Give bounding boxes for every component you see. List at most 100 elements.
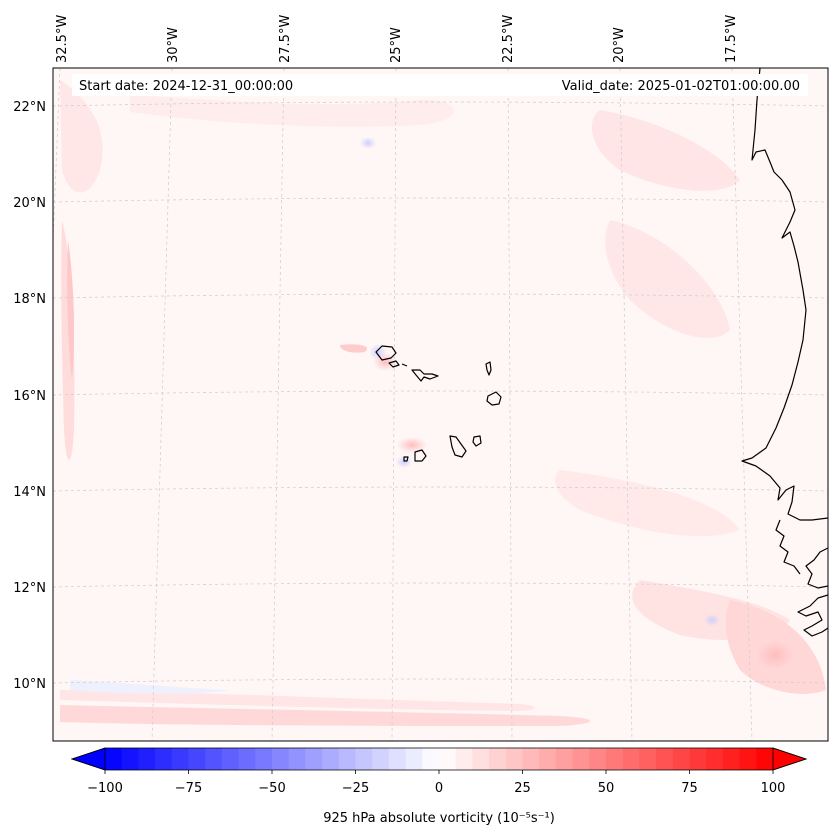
date-header-background — [72, 74, 808, 96]
africa-coastline-south — [805, 547, 828, 589]
colorbar-segment — [372, 748, 390, 770]
colorbar-segment — [255, 748, 273, 770]
meridian-30w — [151, 68, 173, 741]
colorbar-segment — [756, 748, 774, 770]
colorbar-segment — [138, 748, 156, 770]
lon-label-27-5w: 27.5°W — [278, 15, 293, 63]
map-panel[interactable]: Start date: 2024-12-31_00:00:00 Valid_da… — [33, 68, 828, 741]
colorbar-segment — [238, 748, 256, 770]
colorbar-segment — [472, 748, 490, 770]
colorbar-segment — [489, 748, 507, 770]
meridian-22-5w — [507, 68, 513, 741]
parallel-20n — [53, 197, 828, 203]
lon-label-17-5w: 17.5°W — [724, 15, 739, 63]
lon-label-20w: 20°W — [612, 27, 627, 63]
vorticity-patch-island-south — [397, 437, 427, 453]
colorbar-tick-label: 100 — [761, 781, 786, 796]
vorticity-patch-west-band — [61, 220, 75, 460]
meridian-20w — [619, 68, 633, 741]
colorbar-max-extend — [772, 747, 808, 771]
colorbar-ticks — [104, 770, 774, 774]
vorticity-patch-west-core — [67, 240, 75, 380]
graticule — [53, 68, 828, 741]
meridian-27-5w — [271, 68, 285, 741]
lon-label-22-5w: 22.5°W — [501, 15, 516, 63]
island-maio — [472, 435, 482, 447]
africa-coastline-north — [741, 68, 828, 521]
colorbar-tick-label: −25 — [342, 781, 369, 796]
island-sal — [485, 361, 492, 376]
colorbar-tick-label: −75 — [175, 781, 202, 796]
lon-label-25w: 25°W — [389, 27, 404, 63]
colorbar-segment — [205, 748, 223, 770]
colorbar-segment — [221, 748, 240, 770]
colorbar-tick-labels: −100 −75 −50 −25 0 25 50 75 100 — [87, 781, 785, 796]
colorbar-tick-label: 25 — [514, 781, 531, 796]
colorbar-tick-label: −50 — [258, 781, 285, 796]
vorticity-patch-blue-small-1 — [360, 137, 376, 149]
colorbar-tick-label: 0 — [435, 781, 443, 796]
colorbar-segment — [522, 748, 540, 770]
lat-label-12n: 12°N — [13, 581, 46, 596]
valid-date-label: Valid_date: 2025-01-02T01:00:00.00 — [562, 79, 800, 94]
colorbar-segments — [105, 748, 774, 770]
vorticity-patch-south-band-2 — [60, 690, 535, 711]
colorbar-tick-label: 75 — [681, 781, 698, 796]
colorbar-segment — [105, 748, 123, 770]
colorbar-segment — [188, 748, 206, 770]
island-sao-vicente — [388, 360, 400, 368]
colorbar-tick-label: −100 — [87, 781, 123, 796]
vorticity-patch-island-north — [340, 344, 368, 353]
lat-label-20n: 20°N — [13, 196, 46, 211]
colorbar-segment — [722, 748, 741, 770]
colorbar-segment — [305, 748, 323, 770]
island-santiago — [449, 435, 467, 458]
colorbar-segment — [288, 748, 306, 770]
colorbar-segment — [572, 748, 590, 770]
parallel-10n — [53, 678, 828, 684]
meridian-25w — [391, 68, 397, 741]
parallel-16n — [53, 390, 828, 396]
colorbar-segment — [539, 748, 557, 770]
colorbar-segment — [455, 748, 473, 770]
lat-label-10n: 10°N — [13, 677, 46, 692]
colorbar-segment — [656, 748, 674, 770]
colorbar-segment — [422, 748, 440, 770]
colorbar-segment — [505, 748, 523, 770]
colorbar-segment — [639, 748, 657, 770]
colorbar-segment — [405, 748, 423, 770]
colorbar-segment — [672, 748, 690, 770]
latitude-labels: 22°N 20°N 18°N 16°N 14°N 12°N 10°N — [13, 100, 46, 692]
colorbar-segment — [155, 748, 173, 770]
colorbar-segment — [689, 748, 707, 770]
colorbar-segment — [338, 748, 356, 770]
colorbar-tick-label: 50 — [598, 781, 615, 796]
lat-label-14n: 14°N — [13, 485, 46, 500]
colorbar-min-extend — [70, 747, 106, 771]
island-fogo — [414, 449, 427, 462]
vorticity-patch-east-north — [591, 110, 740, 191]
colorbar-segment — [589, 748, 607, 770]
start-date-label: Start date: 2024-12-31_00:00:00 — [79, 79, 293, 94]
lat-label-16n: 16°N — [13, 389, 46, 404]
colorbar-segment — [355, 748, 373, 770]
map-frame — [52, 67, 829, 742]
vorticity-patch-blue-small-2 — [704, 614, 720, 626]
vorticity-patch-north-top — [130, 95, 454, 127]
colorbar-segment — [706, 748, 724, 770]
vorticity-patch-blue-south — [70, 680, 230, 694]
colorbar-segment — [171, 748, 189, 770]
colorbar-label: 925 hPa absolute vorticity (10⁻⁵s⁻¹) — [323, 811, 555, 826]
parallel-18n — [53, 293, 828, 299]
parallel-22n — [53, 101, 828, 107]
longitude-labels: 32.5°W 30°W 27.5°W 25°W 22.5°W 20°W 17.5… — [55, 15, 739, 63]
lon-label-32-5w: 32.5°W — [55, 15, 70, 63]
colorbar-segment — [388, 748, 407, 770]
island-santa-luzia — [401, 363, 408, 367]
island-brava — [403, 456, 409, 462]
vorticity-field — [60, 80, 826, 726]
parallel-12n — [53, 582, 828, 588]
vorticity-patch-north-left — [60, 80, 103, 193]
colorbar: −100 −75 −50 −25 0 25 50 75 100 925 hPa … — [70, 747, 808, 826]
